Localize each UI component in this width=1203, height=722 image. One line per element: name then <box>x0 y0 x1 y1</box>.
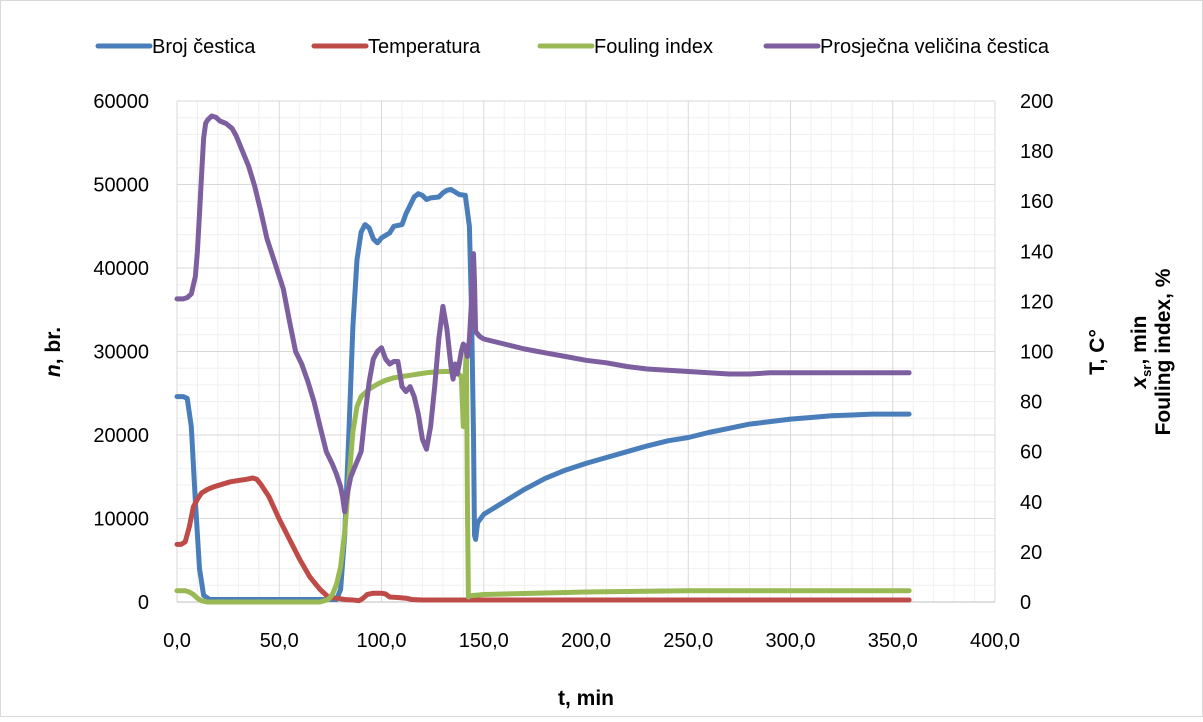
y-right-axis-title-var: x <box>1128 376 1151 390</box>
y-left-axis-title-var: n <box>42 364 65 377</box>
legend: Broj čestica Temperatura Fouling index Pros… <box>95 36 1050 58</box>
y-left-tick-label: 30000 <box>93 342 149 364</box>
y-right-tick-label: 180 <box>1020 141 1053 163</box>
x-tick-label: 250,0 <box>663 630 713 652</box>
y-left-tick-label: 0 <box>138 592 149 614</box>
y-left-tick-label: 10000 <box>93 509 149 531</box>
x-tick-label: 0,0 <box>163 630 191 652</box>
series-line-2 <box>174 475 912 604</box>
legend-label-2: Temperatura <box>368 36 481 58</box>
series-lines <box>174 113 912 605</box>
y-right-tick-label: 140 <box>1020 241 1053 263</box>
y-right-tick-label: 200 <box>1020 91 1053 113</box>
y-left-tick-label: 60000 <box>93 91 149 113</box>
legend-label-3: Fouling index <box>594 36 713 58</box>
legend-label-4: Prosječna veličina čestica <box>820 36 1050 58</box>
y-right-axis-title-line2: xsr, min <box>1128 316 1154 390</box>
y-right-tick-label: 80 <box>1020 392 1042 414</box>
y-left-axis-title-rest: , br. <box>42 327 65 364</box>
y-left-tick-label: 40000 <box>93 258 149 280</box>
y-right-tick-label: 20 <box>1020 542 1042 564</box>
y-right-axis-title-sub: sr <box>1139 365 1154 377</box>
x-tick-label: 200,0 <box>561 630 611 652</box>
y-right-axis-title-rest: , min <box>1128 316 1151 365</box>
x-tick-label: 100,0 <box>356 630 406 652</box>
x-axis-title: t, min <box>558 687 614 710</box>
series-line-3 <box>174 349 912 605</box>
x-tick-label: 300,0 <box>765 630 815 652</box>
y-right-tick-label: 60 <box>1020 442 1042 464</box>
series-line-4 <box>174 113 912 515</box>
x-tick-label: 50,0 <box>260 630 299 652</box>
y-right-axis-title-line1: T, C° <box>1086 329 1109 375</box>
y-left-tick-label: 20000 <box>93 425 149 447</box>
y-right-tick-label: 160 <box>1020 191 1053 213</box>
legend-label-1: Broj čestica <box>152 36 256 58</box>
x-tick-label: 150,0 <box>459 630 509 652</box>
x-tick-label: 350,0 <box>868 630 918 652</box>
y-right-tick-label: 100 <box>1020 342 1053 364</box>
y-right-tick-label: 40 <box>1020 492 1042 514</box>
y-left-axis-title: n, br. <box>42 327 65 377</box>
gridlines <box>176 100 996 603</box>
y-left-tick-label: 50000 <box>93 175 149 197</box>
y-right-axis-title-line3: Fouling index, % <box>1152 268 1175 435</box>
y-right-tick-label: 0 <box>1020 592 1031 614</box>
y-right-tick-label: 120 <box>1020 291 1053 313</box>
x-tick-label: 400,0 <box>970 630 1020 652</box>
